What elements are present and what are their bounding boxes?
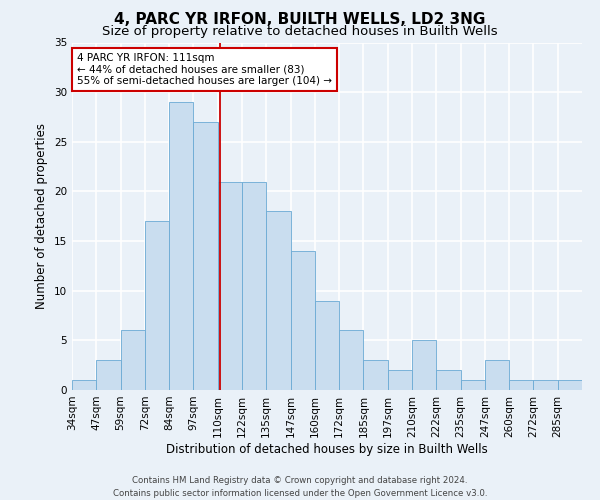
Bar — [388, 370, 412, 390]
Bar — [193, 122, 218, 390]
Bar — [121, 330, 145, 390]
Bar — [364, 360, 388, 390]
Bar — [242, 182, 266, 390]
Bar — [96, 360, 121, 390]
Bar — [145, 221, 169, 390]
Bar — [339, 330, 364, 390]
Text: Contains HM Land Registry data © Crown copyright and database right 2024.
Contai: Contains HM Land Registry data © Crown c… — [113, 476, 487, 498]
Bar — [72, 380, 96, 390]
X-axis label: Distribution of detached houses by size in Builth Wells: Distribution of detached houses by size … — [166, 442, 488, 456]
Bar — [558, 380, 582, 390]
Text: Size of property relative to detached houses in Builth Wells: Size of property relative to detached ho… — [102, 25, 498, 38]
Bar — [509, 380, 533, 390]
Bar — [290, 251, 315, 390]
Bar — [533, 380, 558, 390]
Bar — [169, 102, 193, 390]
Bar — [218, 182, 242, 390]
Text: 4, PARC YR IRFON, BUILTH WELLS, LD2 3NG: 4, PARC YR IRFON, BUILTH WELLS, LD2 3NG — [115, 12, 485, 28]
Y-axis label: Number of detached properties: Number of detached properties — [35, 123, 49, 309]
Bar — [412, 340, 436, 390]
Text: 4 PARC YR IRFON: 111sqm
← 44% of detached houses are smaller (83)
55% of semi-de: 4 PARC YR IRFON: 111sqm ← 44% of detache… — [77, 53, 332, 86]
Bar — [461, 380, 485, 390]
Bar — [266, 212, 290, 390]
Bar — [485, 360, 509, 390]
Bar — [436, 370, 461, 390]
Bar — [315, 300, 339, 390]
